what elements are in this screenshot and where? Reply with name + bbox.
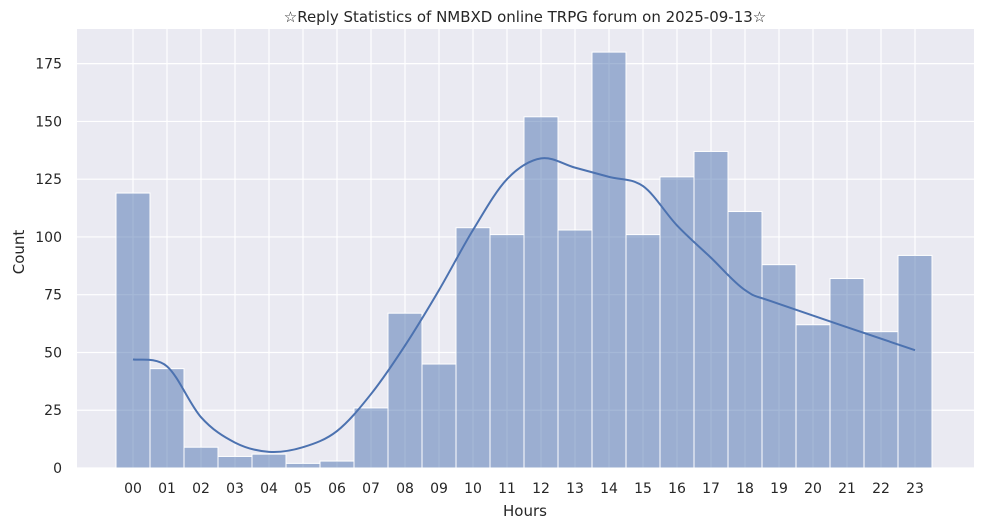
x-tick-label: 14: [600, 481, 618, 497]
y-tick-label: 100: [35, 230, 62, 246]
x-tick-label: 04: [260, 481, 278, 497]
x-axis: 00 01 02 03 04 05 06 07 08 09 10 11 12 13 14 15 16 17 18 19…: [124, 481, 924, 497]
y-tick-label: 50: [44, 345, 62, 361]
bar-hour-18: [727, 211, 763, 469]
bar-hour-09: [421, 363, 457, 469]
chart-title: ☆Reply Statistics of NMBXD online TRPG f…: [284, 8, 767, 26]
bar-hour-20: [795, 324, 831, 469]
bar-hour-03: [217, 455, 253, 469]
x-tick-label: 20: [804, 481, 822, 497]
x-tick-label: 02: [192, 481, 210, 497]
bar-hour-12: [523, 116, 559, 469]
x-tick-label: 11: [498, 481, 516, 497]
x-tick-label: 10: [464, 481, 482, 497]
x-tick-label: 12: [532, 481, 550, 497]
kde-line: [132, 157, 916, 453]
x-tick-label: 05: [294, 481, 312, 497]
bar-hour-05: [285, 462, 321, 469]
bar-hour-01: [149, 368, 185, 469]
x-tick-label: 16: [668, 481, 686, 497]
bar-hour-14: [591, 51, 627, 469]
bar-hour-11: [489, 234, 525, 469]
x-tick-label: 21: [838, 481, 856, 497]
x-tick-label: 17: [702, 481, 720, 497]
y-axis: 0 25 50 75 100 125 150 175: [35, 57, 62, 477]
y-tick-label: 0: [53, 461, 62, 477]
y-tick-label: 175: [35, 57, 62, 73]
x-tick-label: 13: [566, 481, 584, 497]
bar-hour-07: [353, 407, 389, 469]
x-axis-label: Hours: [503, 502, 547, 520]
x-tick-label: 18: [736, 481, 754, 497]
bar-hour-06: [319, 460, 355, 469]
bar-hour-13: [557, 229, 593, 469]
x-tick-label: 03: [226, 481, 244, 497]
bar-hour-22: [863, 331, 899, 469]
y-tick-label: 150: [35, 114, 62, 130]
bar-hour-16: [659, 176, 695, 469]
bar-hour-23: [897, 254, 933, 469]
x-tick-label: 08: [396, 481, 414, 497]
x-tick-label: 07: [362, 481, 380, 497]
bar-hour-00: [115, 192, 151, 469]
bar-hour-02: [183, 446, 219, 469]
x-tick-label: 00: [124, 481, 142, 497]
x-tick-label: 19: [770, 481, 788, 497]
bar-hour-21: [829, 278, 865, 469]
bar-hour-08: [387, 312, 423, 469]
bar-hour-19: [761, 264, 797, 469]
y-axis-label: Count: [10, 230, 28, 275]
y-tick-label: 25: [44, 403, 62, 419]
bar-hour-10: [455, 227, 491, 469]
x-tick-label: 23: [906, 481, 924, 497]
x-tick-label: 06: [328, 481, 346, 497]
bar-hour-15: [625, 234, 661, 469]
bar-hour-17: [693, 150, 729, 469]
x-tick-label: 22: [872, 481, 890, 497]
x-tick-label: 09: [430, 481, 448, 497]
x-tick-label: 15: [634, 481, 652, 497]
bar-hour-04: [251, 453, 287, 469]
y-tick-label: 75: [44, 288, 62, 304]
y-tick-label: 125: [35, 172, 62, 188]
x-tick-label: 01: [158, 481, 176, 497]
